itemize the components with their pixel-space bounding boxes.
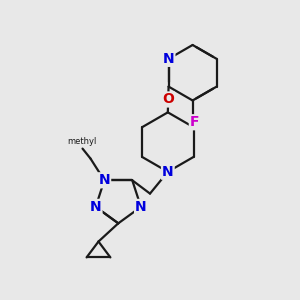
Text: N: N: [98, 173, 110, 187]
Text: methyl: methyl: [67, 136, 96, 146]
Text: O: O: [162, 92, 174, 106]
Text: F: F: [190, 115, 199, 129]
Text: N: N: [162, 165, 174, 179]
Text: N: N: [135, 200, 147, 214]
Text: N: N: [163, 52, 174, 66]
Text: N: N: [90, 200, 101, 214]
